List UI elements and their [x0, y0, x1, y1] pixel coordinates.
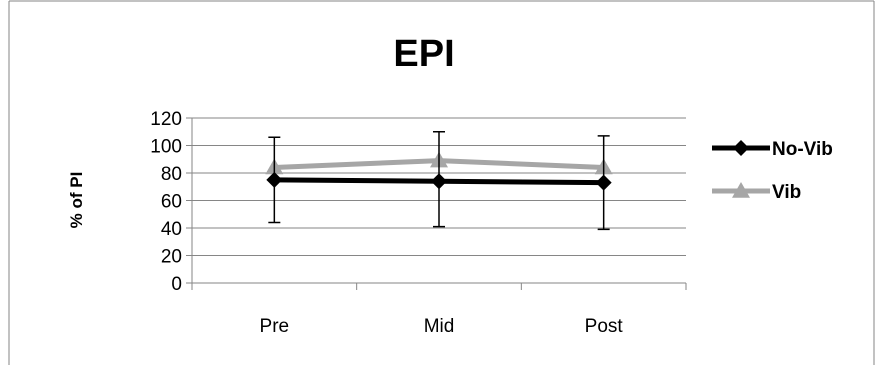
series-layer [265, 131, 613, 231]
y-tick-label: 0 [171, 274, 182, 295]
x-tick-labels: Pre Mid Post [260, 316, 624, 337]
legend-swatch-marker [733, 140, 749, 156]
chart-title: EPI [393, 33, 454, 75]
axis-layer [186, 117, 687, 290]
y-tick-labels: 0 20 40 60 80 100 120 [150, 109, 182, 295]
error-bars-no-vib [268, 131, 610, 231]
legend-item-vib: Vib [712, 182, 801, 203]
legend-item-no-vib: No-Vib [712, 139, 833, 160]
y-tick-label: 80 [161, 164, 182, 185]
legend-label: Vib [772, 182, 801, 203]
x-tick-label: Mid [424, 316, 455, 337]
y-tick-label: 60 [161, 192, 182, 213]
y-axis-label: % of PI [67, 172, 86, 229]
x-tick-label: Pre [260, 316, 290, 337]
y-tick-label: 20 [161, 247, 182, 268]
legend-swatch-marker [732, 182, 750, 198]
x-tick-label: Post [585, 316, 624, 337]
legend: No-Vib Vib [712, 139, 833, 203]
legend-label: No-Vib [772, 139, 833, 160]
y-tick-label: 100 [150, 137, 182, 158]
y-tick-label: 120 [150, 109, 182, 130]
y-tick-label: 40 [161, 219, 182, 240]
